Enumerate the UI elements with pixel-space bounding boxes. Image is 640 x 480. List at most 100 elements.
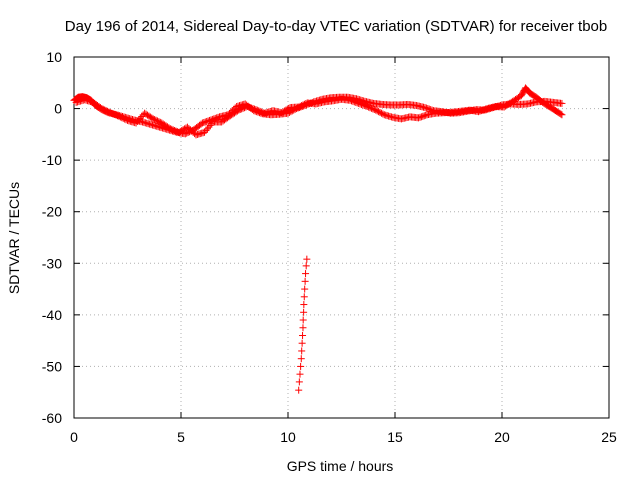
data-point-plus: [298, 102, 306, 110]
y-tick-label: -60: [42, 410, 62, 426]
data-point-plus: [299, 324, 307, 332]
data-point-plus: [375, 108, 383, 116]
data-point-plus: [425, 105, 433, 113]
data-point-plus: [109, 110, 117, 118]
data-point-plus: [477, 107, 485, 115]
data-point-plus: [235, 106, 243, 114]
data-point-plus: [422, 104, 430, 112]
x-tick-label: 15: [387, 429, 403, 445]
data-point-plus: [295, 378, 303, 386]
data-point-plus: [376, 108, 384, 116]
data-point-plus: [179, 126, 187, 134]
x-tick-label: 25: [601, 429, 617, 445]
data-point-plus: [377, 109, 385, 117]
data-point-plus: [365, 103, 373, 111]
data-point-plus: [250, 105, 258, 113]
data-point-plus: [96, 104, 104, 112]
data-point-plus: [213, 114, 221, 122]
data-point-plus: [297, 362, 305, 370]
data-point-plus: [557, 110, 565, 118]
y-tick-label: 10: [46, 49, 62, 65]
data-point-plus: [205, 123, 213, 131]
data-point-plus: [479, 106, 487, 114]
data-point-plus: [246, 104, 254, 112]
data-point-plus: [106, 109, 114, 117]
data-point-plus: [132, 119, 140, 127]
data-point-plus: [151, 116, 159, 124]
data-point-plus: [152, 116, 160, 124]
data-point-plus: [416, 113, 424, 121]
data-point-plus: [183, 129, 191, 137]
x-tick-label: 10: [280, 429, 296, 445]
y-tick-label: 0: [54, 101, 62, 117]
data-point-plus: [283, 105, 291, 113]
data-point-plus: [169, 126, 177, 134]
data-point-plus: [202, 127, 210, 135]
data-point-plus: [422, 111, 430, 119]
data-point-plus: [379, 110, 387, 118]
series-2: [295, 255, 311, 394]
data-point-plus: [201, 118, 209, 126]
data-point-plus: [197, 120, 205, 128]
plot-frame: [73, 56, 610, 419]
data-point-plus: [370, 106, 378, 114]
y-tick-label: -50: [42, 358, 62, 374]
data-point-plus: [279, 108, 287, 116]
data-point-plus: [208, 120, 216, 128]
data-point-plus: [303, 255, 311, 263]
y-tick-label: -20: [42, 204, 62, 220]
data-point-plus: [204, 117, 212, 125]
data-point-plus: [300, 301, 308, 309]
data-point-plus: [372, 106, 380, 114]
data-point-plus: [476, 107, 484, 115]
data-point-plus: [243, 103, 251, 111]
data-point-plus: [301, 277, 309, 285]
data-point-plus: [98, 105, 106, 113]
data-point-plus: [112, 111, 120, 119]
data-point-plus: [155, 118, 163, 126]
data-point-plus: [558, 99, 566, 107]
y-axis-label: SDTVAR / TECUs: [6, 182, 22, 294]
data-point-plus: [360, 101, 368, 109]
data-point-plus: [280, 107, 288, 115]
y-tick-label: -30: [42, 255, 62, 271]
data-point-plus: [168, 125, 176, 133]
data-point-plus: [176, 127, 184, 135]
chart-title: Day 196 of 2014, Sidereal Day-to-day VTE…: [65, 18, 607, 35]
data-point-plus: [480, 106, 488, 114]
data-point-plus: [295, 386, 303, 394]
data-point-plus: [362, 102, 370, 110]
data-point-plus: [252, 106, 260, 114]
data-point-plus: [200, 118, 208, 126]
x-tick-label: 0: [70, 429, 78, 445]
data-point-plus: [424, 105, 432, 113]
data-point-plus: [359, 101, 367, 109]
data-point-plus: [347, 97, 355, 105]
data-point-plus: [282, 106, 290, 114]
data-point-plus: [198, 119, 206, 127]
data-point-plus: [349, 97, 357, 105]
data-point-plus: [238, 105, 246, 113]
data-point-plus: [367, 104, 375, 112]
data-point-plus: [300, 100, 308, 108]
data-point-plus: [419, 112, 427, 120]
data-point-plus: [136, 114, 144, 122]
data-point-plus: [373, 107, 381, 115]
data-point-plus: [102, 107, 110, 115]
data-point-plus: [166, 125, 174, 133]
data-point-plus: [302, 262, 310, 270]
data-point-plus: [175, 128, 183, 136]
data-point-plus: [298, 339, 306, 347]
data-point-plus: [214, 113, 222, 121]
x-axis-label: GPS time / hours: [287, 458, 394, 474]
data-point-plus: [203, 117, 211, 125]
data-point-plus: [99, 105, 107, 113]
y-tick-label: -40: [42, 307, 62, 323]
data-point-plus: [121, 115, 129, 123]
data-point-plus: [236, 106, 244, 114]
data-point-plus: [297, 355, 305, 363]
data-point-plus: [138, 112, 146, 120]
